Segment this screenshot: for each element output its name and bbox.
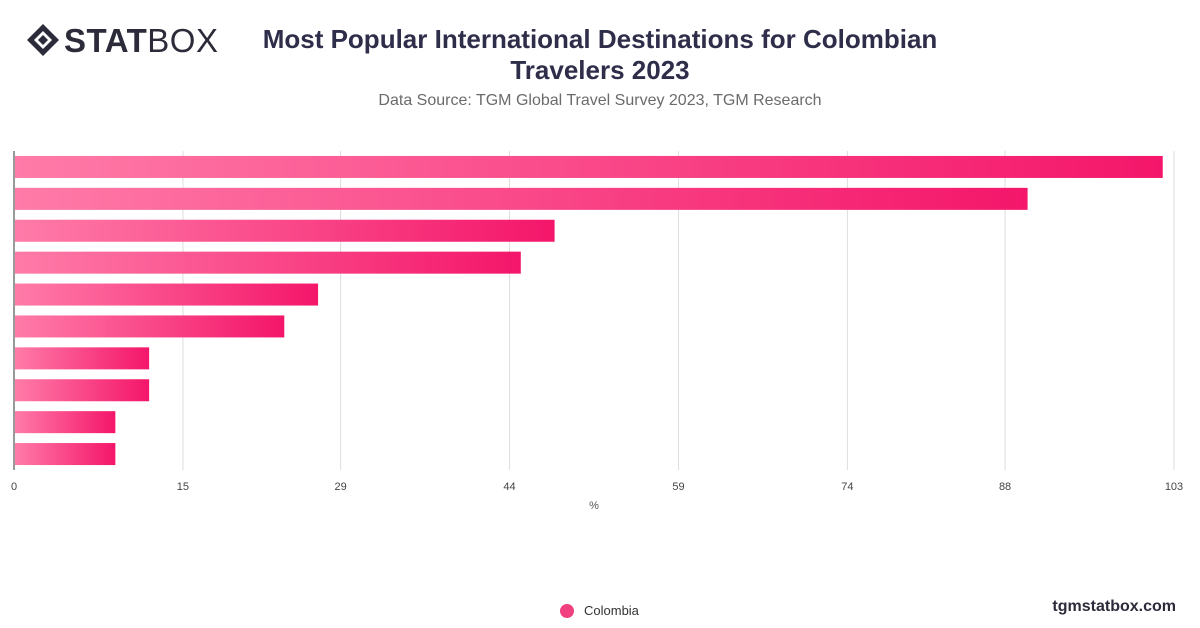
x-tick-label: 103: [1165, 481, 1183, 493]
statbox-diamond-icon: [27, 24, 59, 56]
legend-marker: [560, 603, 574, 618]
logo-text-stat: STAT: [64, 21, 148, 59]
bar: [15, 283, 319, 306]
x-tick-label: 15: [177, 481, 189, 493]
bar: [15, 379, 150, 402]
x-tick-label: 0: [11, 481, 17, 493]
bar: [15, 219, 555, 242]
x-tick-label: 44: [503, 481, 515, 493]
x-tick-label: 59: [672, 481, 684, 493]
x-axis-label: %: [589, 500, 599, 512]
chart-title-line-1: Most Popular International Destinations …: [262, 24, 938, 54]
bar: [15, 315, 285, 338]
statbox-logo: STATBOX: [26, 22, 218, 58]
legend[interactable]: Colombia: [560, 603, 639, 618]
x-tick-label: 88: [999, 481, 1011, 493]
logo-wordmark: STATBOX: [64, 24, 218, 57]
chart-subtitle: Data Source: TGM Global Travel Survey 20…: [378, 92, 822, 109]
logo-text-box: BOX: [147, 21, 219, 59]
bar: [15, 411, 116, 434]
bar: [15, 443, 116, 466]
chart-title: Most Popular International Destinations …: [250, 24, 950, 86]
x-tick-label: 74: [841, 481, 853, 493]
bar: [15, 347, 150, 370]
bar: [15, 187, 1028, 210]
bar: [15, 251, 521, 274]
legend-label: Colombia: [584, 603, 639, 618]
bar: [15, 155, 1163, 178]
chart-title-line-2: Travelers 2023: [510, 55, 690, 85]
footer-site[interactable]: tgmstatbox.com: [1052, 598, 1176, 615]
x-tick-label: 29: [334, 481, 346, 493]
